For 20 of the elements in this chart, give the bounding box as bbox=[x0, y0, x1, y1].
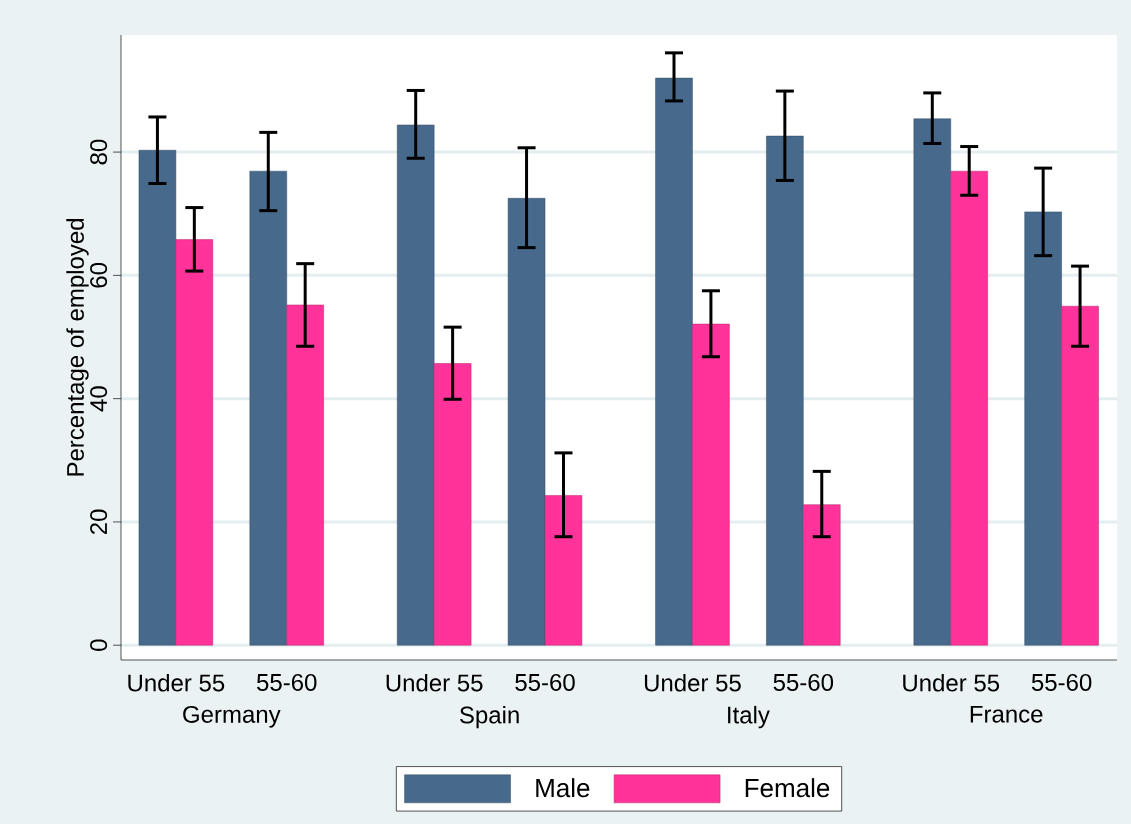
x-tick-label: Under 55 bbox=[128, 673, 225, 692]
legend-label: Male bbox=[536, 778, 590, 798]
x-tick-label: 55-60 bbox=[1031, 673, 1092, 691]
y-axis-title: Percentage of employed bbox=[66, 219, 89, 476]
x-tick-label: 55-60 bbox=[515, 673, 575, 691]
x-tick-label: Under 55 bbox=[644, 673, 741, 692]
x-tick-label: Under 55 bbox=[903, 673, 1000, 692]
x-tick-label: 55-60 bbox=[773, 673, 834, 691]
y-tick-label: 20 bbox=[90, 509, 108, 535]
y-tick-label: 80 bbox=[90, 139, 108, 165]
y-tick-label: 0 bbox=[90, 639, 108, 651]
legend-label: Female bbox=[745, 778, 830, 798]
x-tick-label: 55-60 bbox=[257, 673, 317, 691]
y-tick-label: 60 bbox=[90, 262, 108, 288]
text: France bbox=[970, 705, 1043, 723]
x-tick-label: Under 55 bbox=[386, 673, 483, 692]
text: Italy bbox=[728, 705, 770, 729]
y-tick-label: 40 bbox=[90, 386, 108, 412]
text: Germany bbox=[183, 705, 281, 728]
text: Spain bbox=[460, 705, 519, 729]
